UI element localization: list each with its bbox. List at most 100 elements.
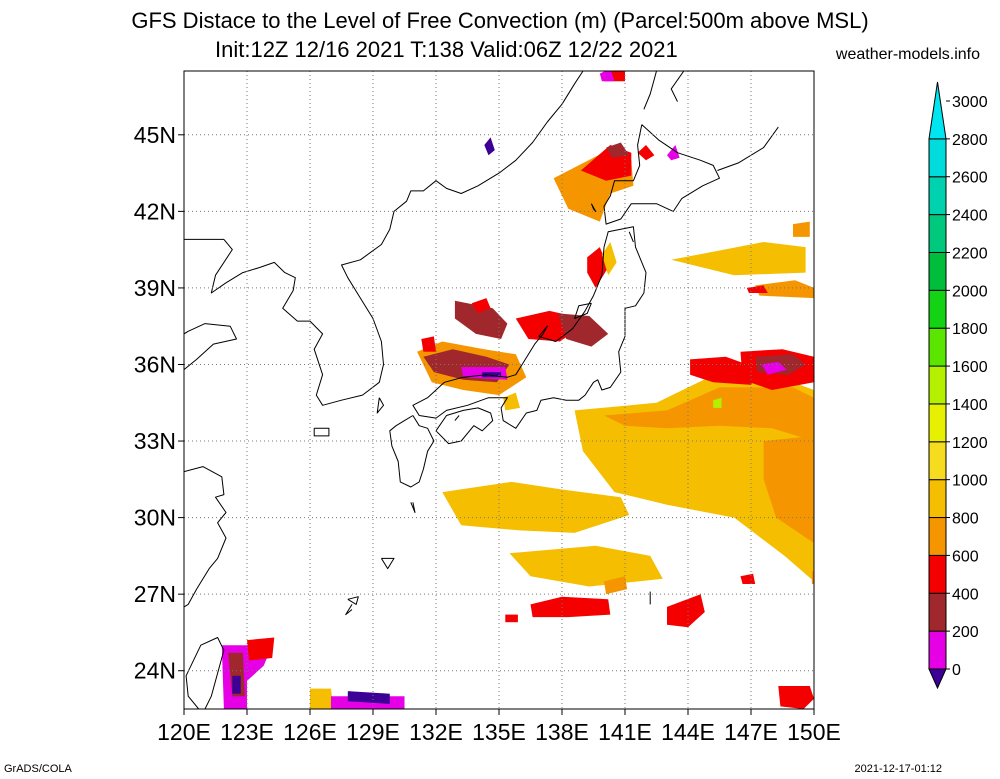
colorbar-label: 2200 xyxy=(952,245,988,262)
colorbar-swatch xyxy=(928,479,947,519)
colorbar-label: 800 xyxy=(952,511,979,528)
lon-tick-label: 132E xyxy=(409,719,463,745)
coastline xyxy=(435,407,494,445)
colorbar-label: 200 xyxy=(952,624,979,641)
coastline-layer xyxy=(184,71,779,709)
lfc-patch xyxy=(347,691,390,704)
lon-tick-label: 123E xyxy=(220,719,274,745)
lfc-patch xyxy=(713,397,722,408)
colorbar-swatch xyxy=(928,630,947,670)
colorbar-swatch xyxy=(928,365,947,405)
lfc-patch xyxy=(793,221,810,237)
coastline xyxy=(603,124,720,225)
coastline xyxy=(389,415,435,488)
coastline xyxy=(590,203,597,212)
colorbar-swatch xyxy=(928,517,947,556)
lfc-patch xyxy=(471,298,491,314)
lat-tick-label: 42N xyxy=(134,198,176,224)
colorbar-label: 1000 xyxy=(952,473,988,490)
coastline xyxy=(184,71,584,406)
colorbar-min-arrow xyxy=(928,668,947,690)
coastline xyxy=(628,231,634,243)
colorbar: 0 200 400 600 800 1000 1200 1400 1600 1800 2000 220… xyxy=(928,81,988,690)
colorbar-label: 2000 xyxy=(952,283,988,300)
colorbar-label: 600 xyxy=(952,548,979,565)
lfc-patch xyxy=(442,481,630,533)
lfc-patch xyxy=(232,675,241,694)
map-subtitle: Init:12Z 12/16 2021 T:138 Valid:06Z 12/2… xyxy=(215,37,678,62)
colorbar-label: 3000 xyxy=(952,94,988,111)
lfc-patch xyxy=(509,545,663,587)
lon-tick-label: 129E xyxy=(346,719,400,745)
colorbar-swatch xyxy=(928,138,947,178)
coastline xyxy=(574,302,592,319)
lon-tick-label: 150E xyxy=(787,719,841,745)
colorbar-max-arrow xyxy=(928,81,947,140)
lfc-patch xyxy=(637,145,655,161)
colorbar-swatch xyxy=(928,289,947,329)
lon-tick-label: 126E xyxy=(283,719,337,745)
lfc-patch xyxy=(421,336,436,352)
coastline xyxy=(184,466,227,608)
lfc-patch xyxy=(740,573,756,584)
lfc-patch xyxy=(811,571,814,584)
coastline xyxy=(380,557,395,570)
colorbar-swatch xyxy=(928,592,947,632)
lfc-patch xyxy=(778,686,814,709)
lfc-patch xyxy=(606,142,630,158)
coastline xyxy=(376,397,384,414)
colorbar-swatch xyxy=(928,176,947,216)
lon-tick-label: 144E xyxy=(661,719,715,745)
coastline xyxy=(184,323,237,370)
lfc-patch xyxy=(247,637,275,661)
lat-tick-label: 45N xyxy=(134,122,176,148)
lat-tick-label: 27N xyxy=(134,581,176,607)
colorbar-swatch xyxy=(928,251,947,291)
lon-tick-label: 147E xyxy=(724,719,778,745)
colorbar-label: 1400 xyxy=(952,397,988,414)
coastline xyxy=(670,71,685,102)
lfc-patch xyxy=(755,280,814,299)
colorbar-label: 400 xyxy=(952,586,979,603)
coastline xyxy=(412,226,647,429)
coastline xyxy=(347,596,359,605)
map-title: GFS Distace to the Level of Free Convect… xyxy=(131,8,869,33)
lfc-patch xyxy=(763,435,814,544)
coastline xyxy=(717,126,779,171)
lat-tick-label: 33N xyxy=(134,428,176,454)
colorbar-swatch xyxy=(928,214,947,253)
coastline xyxy=(345,604,353,616)
lfc-patch xyxy=(746,285,768,293)
lfc-patch xyxy=(601,242,617,276)
lat-tick-label: 39N xyxy=(134,275,176,301)
colorbar-label: 1200 xyxy=(952,435,988,452)
lfc-patch xyxy=(484,137,495,156)
lfc-shading-layer xyxy=(221,71,814,709)
colorbar-swatch xyxy=(928,441,947,481)
lfc-patch xyxy=(530,596,611,618)
coastline xyxy=(643,71,657,110)
graticule-layer xyxy=(184,71,814,709)
lfc-patch xyxy=(599,71,615,82)
footer-software-credit: GrADS/COLA xyxy=(4,763,72,775)
footer-timestamp: 2021-12-17-01:12 xyxy=(854,763,942,775)
lfc-patch xyxy=(454,300,508,339)
lfc-patch xyxy=(557,313,609,347)
coastline xyxy=(185,637,225,709)
colorbar-swatch xyxy=(928,554,947,594)
lat-tick-label: 24N xyxy=(134,658,176,684)
colorbar-label: 0 xyxy=(952,662,961,679)
colorbar-label: 2600 xyxy=(952,170,988,187)
lon-tick-label: 141E xyxy=(598,719,652,745)
colorbar-swatch xyxy=(928,327,947,367)
lfc-patch xyxy=(310,688,334,709)
lfc-patch xyxy=(761,361,787,375)
lfc-patch xyxy=(671,242,806,276)
colorbar-label: 2400 xyxy=(952,208,988,225)
colorbar-label: 2800 xyxy=(952,132,988,149)
coastline xyxy=(454,415,460,421)
lfc-patch xyxy=(604,387,814,441)
colorbar-label: 1800 xyxy=(952,321,988,338)
lat-tick-label: 36N xyxy=(134,351,176,377)
